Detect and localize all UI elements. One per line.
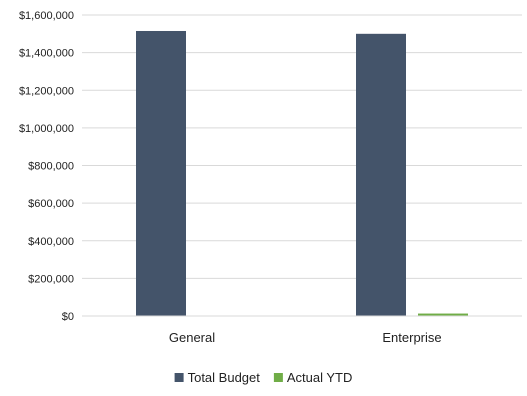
legend: Total Budget Actual YTD xyxy=(174,370,353,385)
bar-actual-ytd-enterprise xyxy=(418,313,468,316)
x-category-label: General xyxy=(169,330,215,345)
bar-total-budget-enterprise xyxy=(356,33,406,316)
y-tick-label: $800,000 xyxy=(28,161,74,173)
legend-swatch xyxy=(174,373,184,382)
x-axis-category-labels: General Enterprise xyxy=(169,330,442,345)
bars xyxy=(136,30,468,316)
legend-item-actual-ytd: Actual YTD xyxy=(273,370,353,385)
y-axis-tick-labels: $0 $200,000 $400,000 $600,000 $800,000 $1,000… xyxy=(19,10,74,323)
y-tick-label: $400,000 xyxy=(28,236,74,248)
legend-item-total-budget: Total Budget xyxy=(174,370,261,385)
legend-label: Total Budget xyxy=(188,370,261,385)
x-category-label: Enterprise xyxy=(382,330,441,345)
y-tick-label: $200,000 xyxy=(28,273,74,285)
y-tick-label: $0 xyxy=(62,311,74,323)
legend-label: Actual YTD xyxy=(287,370,353,385)
y-tick-label: $1,000,000 xyxy=(19,123,74,135)
y-tick-label: $600,000 xyxy=(28,198,74,210)
y-tick-label: $1,600,000 xyxy=(19,10,74,22)
bar-total-budget-general xyxy=(136,30,186,316)
y-tick-label: $1,400,000 xyxy=(19,48,74,60)
y-tick-label: $1,200,000 xyxy=(19,85,74,97)
legend-swatch xyxy=(273,373,283,382)
